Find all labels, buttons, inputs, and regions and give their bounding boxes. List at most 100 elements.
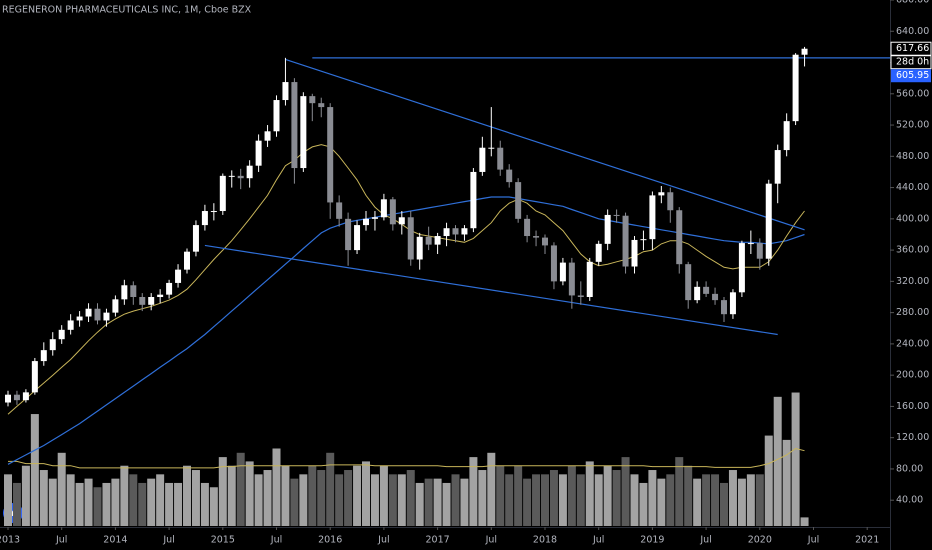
volume-bar <box>460 478 469 526</box>
volume-bar <box>397 474 406 526</box>
candle-body <box>363 218 369 226</box>
x-tick-label: 2015 <box>211 535 235 546</box>
volume-bar <box>639 482 648 526</box>
volume-bar <box>111 478 120 526</box>
candle-body <box>738 243 745 293</box>
volume-bar <box>728 470 737 526</box>
candle-body <box>282 82 289 101</box>
volume-bar <box>147 478 156 526</box>
candle-body <box>506 169 513 183</box>
last-price-label: 617.66 <box>896 43 929 54</box>
candle-body <box>300 96 307 169</box>
volume-bar <box>657 478 666 526</box>
candle-body <box>112 299 119 313</box>
volume-bar <box>102 482 111 526</box>
volume-bar <box>737 478 746 526</box>
candle-body <box>327 107 334 203</box>
volume-bar <box>379 465 388 526</box>
volume-bar <box>4 474 12 526</box>
chart-title: REGENERON PHARMACEUTICALS INC, 1M, Cboe … <box>2 5 252 16</box>
x-tick-label: Jul <box>55 535 67 546</box>
candle-body <box>103 312 110 321</box>
candle-body <box>452 228 459 235</box>
candle-body <box>756 243 763 259</box>
candle-body <box>148 296 155 305</box>
volume-bar <box>433 478 442 526</box>
volume-bar <box>263 470 272 526</box>
volume-bar <box>388 474 397 526</box>
volume-bar <box>21 465 30 526</box>
volume-bar <box>603 465 612 526</box>
volume-bar <box>138 482 147 526</box>
candle-body <box>765 183 772 259</box>
y-tick-label: 680.00 <box>896 0 929 6</box>
volume-bar <box>156 474 165 526</box>
y-tick-label: 640.00 <box>896 26 929 37</box>
volume-bar <box>612 470 621 526</box>
x-tick-label: Jul <box>270 535 282 546</box>
candle-body <box>774 150 781 184</box>
y-tick-label: 320.00 <box>896 276 929 287</box>
candle-body <box>721 300 727 315</box>
x-tick-label: Jul <box>485 535 497 546</box>
x-tick-label: Jul <box>377 535 389 546</box>
candle-body <box>443 228 450 237</box>
candle-body <box>586 261 593 297</box>
volume-bar <box>326 452 335 526</box>
volume-bar <box>523 478 532 526</box>
volume-bar <box>567 465 576 526</box>
y-tick-label: 80.00 <box>896 463 923 474</box>
x-tick-label: 2016 <box>318 535 342 546</box>
candle-body <box>729 292 736 315</box>
volume-bar <box>621 457 630 526</box>
candle-body <box>121 285 128 300</box>
trendline <box>285 58 805 231</box>
candle-body <box>801 48 808 55</box>
candle-body <box>747 243 754 245</box>
candle-body <box>345 218 352 251</box>
volume-ma <box>8 447 805 469</box>
candle-body <box>792 54 799 122</box>
candle-body <box>533 236 540 238</box>
candle-body <box>380 199 387 218</box>
volume-bar <box>666 474 675 526</box>
volume-bar <box>558 474 567 526</box>
candle-body <box>676 210 683 265</box>
volume-bar <box>174 482 183 526</box>
volume-bar <box>702 474 711 526</box>
volume-bar <box>57 452 66 526</box>
x-tick-label: 2014 <box>103 535 127 546</box>
volume-bar <box>415 482 424 526</box>
candle-body <box>76 316 83 321</box>
volume-bar <box>487 452 496 526</box>
y-tick-label: 200.00 <box>896 370 929 381</box>
candle-body <box>184 251 190 270</box>
volume-bar <box>227 465 236 526</box>
countdown-badge <box>890 55 932 70</box>
countdown-label: 28d 0h <box>896 57 929 68</box>
candle-body <box>640 239 647 241</box>
volume-bar <box>469 457 478 526</box>
candle-body <box>604 214 611 244</box>
x-tick-label: Jul <box>162 535 174 546</box>
level-label: 605.95 <box>896 70 929 81</box>
volume-bar <box>406 470 415 526</box>
volume-bar <box>755 474 764 526</box>
y-tick-label: 520.00 <box>896 120 929 131</box>
volume-bar <box>630 474 639 526</box>
candle-body <box>398 217 405 225</box>
x-tick-label: 2021 <box>855 535 879 546</box>
x-tick-label: 2013 <box>0 535 20 546</box>
candle-body <box>712 293 719 301</box>
candle-body <box>94 308 101 321</box>
candle-body <box>264 131 271 141</box>
volume-bar <box>791 392 800 526</box>
candle-body <box>237 175 244 179</box>
volume-bar <box>218 457 227 526</box>
volume-bar <box>675 457 684 526</box>
volume-bar <box>442 482 451 526</box>
volume-bar <box>299 474 308 526</box>
volume-bar <box>12 482 21 526</box>
volume-bar <box>424 478 433 526</box>
